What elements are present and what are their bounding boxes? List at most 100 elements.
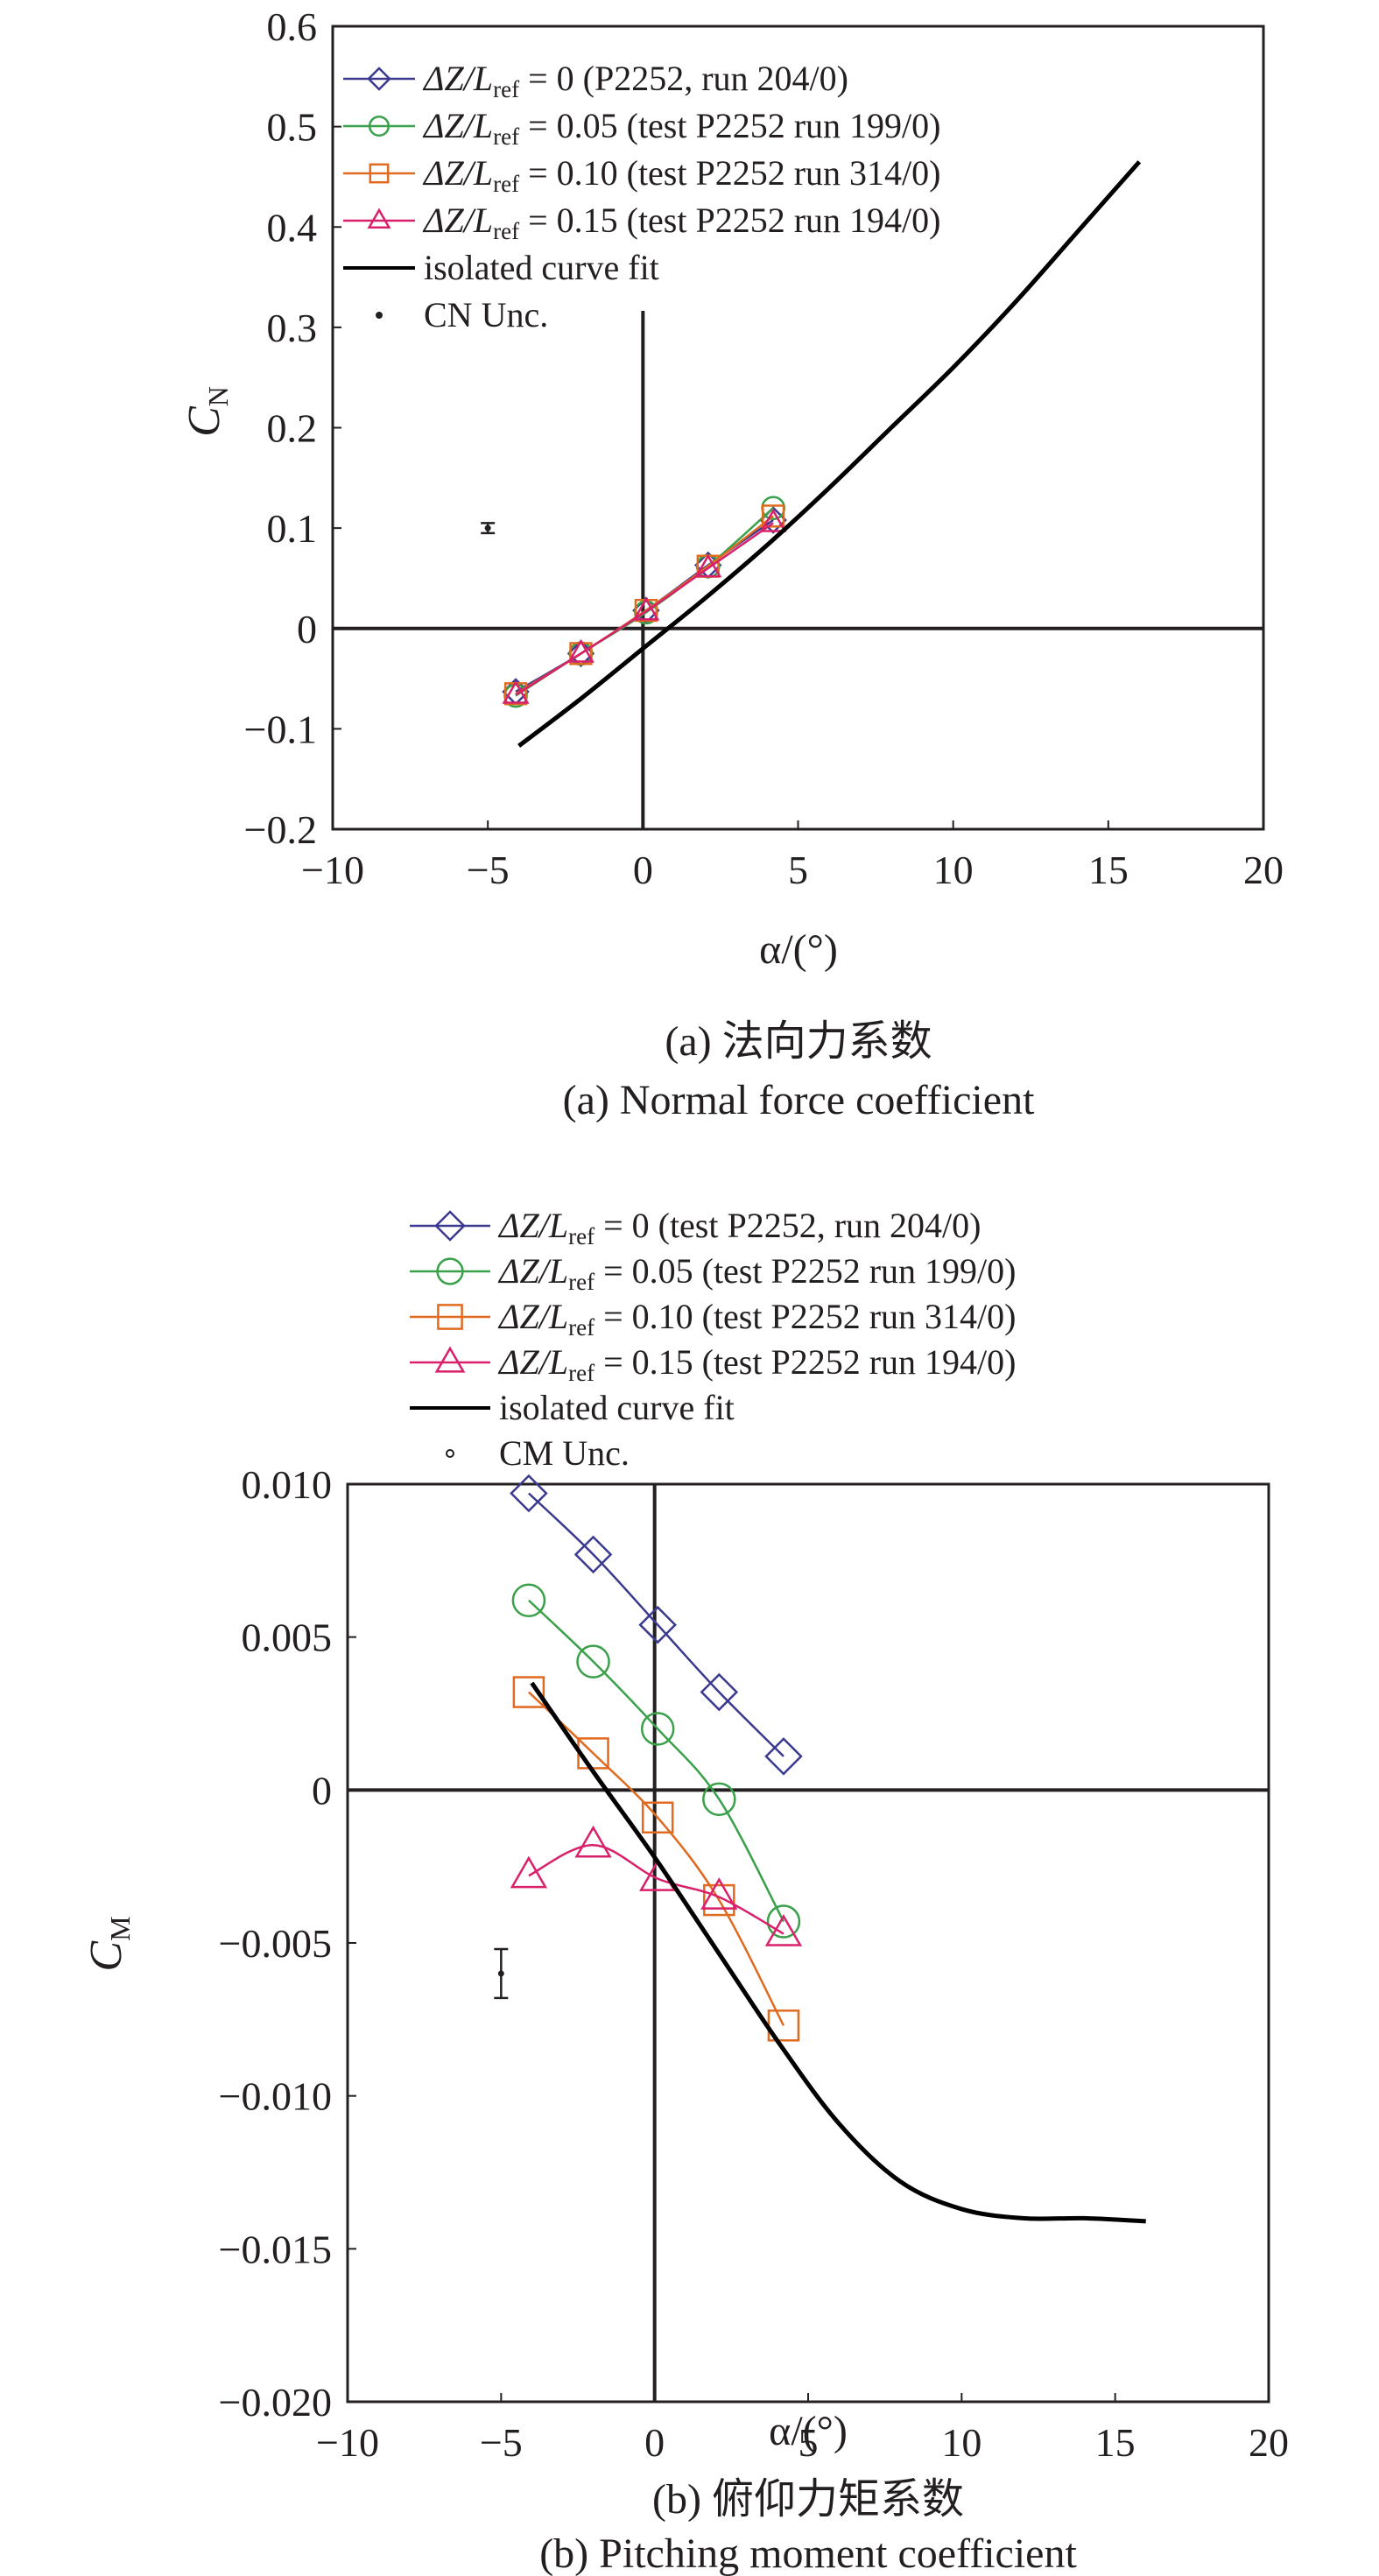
legend-entry-label: ΔZ/Lref = 0.05 (test P2252 run 199/0) xyxy=(422,106,941,150)
y-tick-label: −0.2 xyxy=(244,807,317,852)
legend-marker-square xyxy=(437,1304,463,1330)
legend-entry-label: isolated curve fit xyxy=(499,1388,735,1427)
data-point-square xyxy=(703,1883,735,1917)
data-point-triangle xyxy=(574,1825,612,1858)
data-point-diamond xyxy=(510,1474,548,1513)
data-point-circle xyxy=(576,1644,610,1679)
y-tick-label: 0.2 xyxy=(267,406,318,451)
data-point-diamond xyxy=(764,1737,803,1776)
legend-entry-label: ΔZ/Lref = 0.15 (test P2252 run 194/0) xyxy=(422,201,941,244)
legend-entry-label: isolated curve fit xyxy=(424,248,659,287)
legend-marker-triangle xyxy=(367,208,391,229)
x-axis-label-b: α/(°) xyxy=(769,2408,848,2454)
series-line-1 xyxy=(528,1599,785,1923)
data-point-diamond xyxy=(700,1672,739,1712)
caption-cn-a: (a) 法向力系数 xyxy=(665,1018,932,1065)
y-tick-label: 0.5 xyxy=(267,105,318,150)
chart-normal-force: −10 −5 0 5 10 15 20 −0.2 −0.1 0 0.1 0.2 0.3 0.4 0.5 0.6… xyxy=(179,4,1284,1123)
y-tick-label: 0.010 xyxy=(242,1462,333,1507)
data-point-diamond xyxy=(573,1535,613,1574)
y-tick-label: −0.005 xyxy=(219,1921,332,1966)
y-tick-label: 0.4 xyxy=(267,205,318,250)
data-point-triangle xyxy=(510,1855,548,1889)
y-tick-label: 0.6 xyxy=(267,4,318,49)
x-tick-label: 15 xyxy=(1095,2420,1136,2465)
data-point-triangle xyxy=(502,679,530,704)
legend-marker-square xyxy=(369,163,390,184)
x-tick-label: 20 xyxy=(1243,848,1284,892)
legend-marker-uncertainty xyxy=(376,312,383,319)
legend-marker-diamond xyxy=(367,67,391,91)
x-tick-label: 5 xyxy=(799,2420,819,2465)
curve-fit-line xyxy=(530,1681,1146,2224)
x-tick-label: −10 xyxy=(301,848,364,892)
axis-ticks-b: −10 −5 0 5 10 15 20 −0.020 −0.015 −0.010 −0.005 0 0.… xyxy=(219,1462,1289,2465)
legend-marker-uncertainty xyxy=(446,1449,454,1458)
y-tick-label: 0.3 xyxy=(267,306,318,350)
series-group-b xyxy=(510,1474,1146,2224)
series-line-3 xyxy=(515,522,774,696)
uncertainty-dot xyxy=(497,1970,504,1977)
plot-area-b xyxy=(346,1482,1270,2404)
y-tick-label: 0.1 xyxy=(267,506,318,551)
legend-entry-label: ΔZ/Lref = 0.15 (test P2252 run 194/0) xyxy=(497,1342,1017,1386)
data-point-triangle xyxy=(759,508,787,532)
chart-pitching-moment: −10 −5 0 5 10 15 20 −0.020 −0.015 −0.010 −0.005 0 0.… xyxy=(81,1206,1289,2576)
y-tick-label: −0.1 xyxy=(244,707,317,751)
y-tick-label: 0 xyxy=(312,1768,332,1812)
uncertainty-dot xyxy=(484,524,491,531)
x-tick-label: −5 xyxy=(480,2420,523,2465)
x-tick-label: 20 xyxy=(1249,2420,1289,2465)
legend-entry-label: ΔZ/Lref = 0.10 (test P2252 run 314/0) xyxy=(422,153,941,197)
x-tick-label: −10 xyxy=(316,2420,379,2465)
uncertainty-bar-b xyxy=(494,1947,509,2000)
axis-ticks-a: −10 −5 0 5 10 15 20 −0.2 −0.1 0 0.1 0.2 0.3 0.4 0.5 0.6 xyxy=(244,4,1284,892)
x-tick-label: 0 xyxy=(644,2420,665,2465)
series-line-3 xyxy=(528,1843,784,1935)
x-tick-label: −5 xyxy=(467,848,510,892)
caption-en-b: (b) Pitching moment coefficient xyxy=(539,2530,1077,2576)
data-point-circle xyxy=(702,1782,736,1817)
legend-entry-label: ΔZ/Lref = 0.10 (test P2252 run 314/0) xyxy=(497,1297,1017,1341)
legend-marker-diamond xyxy=(434,1210,466,1242)
data-point-circle xyxy=(511,1583,546,1617)
x-axis-label-a: α/(°) xyxy=(759,926,838,973)
legend-marker-circle xyxy=(436,1257,464,1285)
legend-a: ΔZ/Lref = 0 (P2252, run 204/0)ΔZ/Lref = … xyxy=(343,59,941,334)
data-point-square xyxy=(512,1676,545,1708)
y-tick-label: 0 xyxy=(297,607,317,651)
data-point-square xyxy=(762,504,785,528)
legend-entry-label: CN Unc. xyxy=(424,295,548,334)
uncertainty-bar-a xyxy=(481,522,496,535)
data-point-square xyxy=(641,1801,674,1834)
data-point-triangle xyxy=(700,1877,738,1910)
x-tick-label: 5 xyxy=(788,848,808,892)
caption-en-a: (a) Normal force coefficient xyxy=(563,1077,1035,1123)
data-point-circle xyxy=(640,1712,675,1746)
legend-b: ΔZ/Lref = 0 (test P2252, run 204/0)ΔZ/Lr… xyxy=(410,1206,1017,1473)
caption-cn-b: (b) 俯仰力矩系数 xyxy=(652,2476,964,2523)
x-tick-label: 10 xyxy=(933,848,974,892)
x-tick-label: 10 xyxy=(941,2420,981,2465)
y-tick-label: 0.005 xyxy=(242,1615,333,1660)
legend-entry-label: ΔZ/Lref = 0 (test P2252, run 204/0) xyxy=(497,1206,981,1249)
series-group-a xyxy=(502,160,1142,748)
x-tick-label: 0 xyxy=(633,848,653,892)
y-tick-label: −0.020 xyxy=(219,2380,332,2425)
data-point-triangle xyxy=(567,638,595,663)
legend-entry-label: ΔZ/Lref = 0.05 (test P2252 run 199/0) xyxy=(497,1251,1017,1295)
series-line-0 xyxy=(528,1492,784,1757)
data-point-circle xyxy=(766,1904,801,1939)
legend-marker-triangle xyxy=(434,1346,466,1373)
plot-area-a xyxy=(331,25,1265,831)
y-tick-label: −0.010 xyxy=(219,2074,332,2119)
series-line-2 xyxy=(528,1691,785,2026)
data-point-triangle xyxy=(632,596,660,621)
y-axis-label-a: CN xyxy=(179,386,234,437)
y-axis-label-b: CM xyxy=(81,1916,136,1971)
legend-entry-label: ΔZ/Lref = 0 (P2252, run 204/0) xyxy=(422,59,848,102)
legend-entry-label: CM Unc. xyxy=(499,1433,630,1473)
legend-marker-circle xyxy=(368,115,390,137)
data-point-diamond xyxy=(638,1605,677,1644)
